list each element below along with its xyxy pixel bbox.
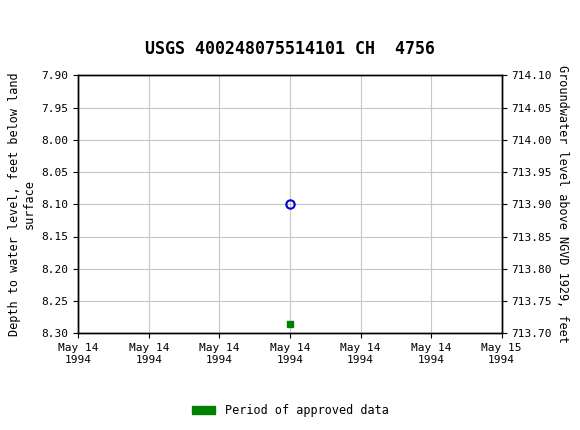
Text: USGS: USGS — [17, 12, 81, 33]
Text: ≈: ≈ — [3, 11, 24, 34]
Y-axis label: Depth to water level, feet below land
surface: Depth to water level, feet below land su… — [8, 72, 36, 336]
Legend: Period of approved data: Period of approved data — [187, 399, 393, 422]
Y-axis label: Groundwater level above NGVD 1929, feet: Groundwater level above NGVD 1929, feet — [556, 65, 568, 343]
Text: USGS 400248075514101 CH  4756: USGS 400248075514101 CH 4756 — [145, 40, 435, 58]
